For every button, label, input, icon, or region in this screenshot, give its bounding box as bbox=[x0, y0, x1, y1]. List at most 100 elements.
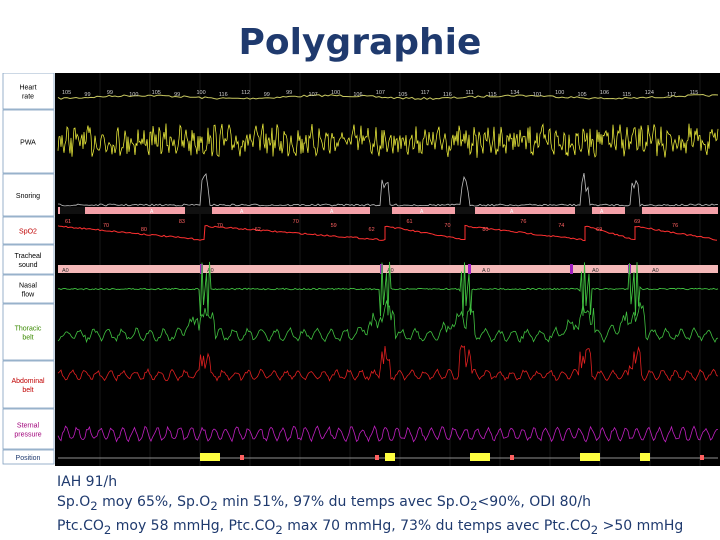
channel-label-abdominal-belt: belt bbox=[22, 387, 33, 394]
label-box-spo2 bbox=[2, 216, 55, 245]
spo2-value: 69 bbox=[596, 227, 602, 233]
channel-label-sternal-pressure: pressure bbox=[14, 432, 41, 439]
page-title: Polygraphie bbox=[238, 22, 482, 63]
spo2-value: 70 bbox=[444, 223, 450, 229]
heart-rate-value: 117 bbox=[421, 90, 430, 96]
event-label: A bbox=[240, 209, 244, 215]
heart-rate-value: 117 bbox=[667, 92, 676, 98]
heart-rate-value: 107 bbox=[376, 90, 385, 96]
heart-rate-value: 99 bbox=[174, 92, 180, 98]
heart-rate-value: 105 bbox=[152, 90, 161, 96]
label-box-nasal-flow bbox=[2, 274, 55, 304]
channel-label-thoracic-belt: belt bbox=[22, 335, 33, 342]
heart-rate-value: 99 bbox=[264, 92, 270, 98]
stats-line-spo2: Sp.O2 moy 65%, Sp.O2 min 51%, 97% du tem… bbox=[57, 494, 592, 513]
heart-rate-value: 105 bbox=[398, 92, 407, 98]
event-gap bbox=[455, 207, 475, 214]
position-block bbox=[640, 453, 650, 461]
spo2-value: 80 bbox=[482, 227, 488, 233]
channel-label-tracheal-sound: sound bbox=[18, 262, 37, 269]
sternal-pressure-trace bbox=[57, 425, 719, 443]
label-box-heart-rate bbox=[2, 73, 55, 110]
spo2-value: 83 bbox=[179, 219, 185, 225]
channel-label-abdominal-belt: Abdominal bbox=[11, 378, 45, 385]
label-box-tracheal-sound bbox=[2, 244, 55, 275]
position-marker bbox=[700, 455, 704, 460]
heart-rate-value: 124 bbox=[645, 90, 654, 96]
tracheal-label: A0 bbox=[592, 268, 599, 274]
heart-rate-value: 101 bbox=[533, 92, 542, 98]
channel-label-nasal-flow: Nasal bbox=[19, 283, 37, 290]
channel-label-nasal-flow: flow bbox=[22, 292, 35, 299]
heart-rate-value: 106 bbox=[353, 92, 362, 98]
tracheal-label: A0 bbox=[652, 268, 659, 274]
heart-rate-value: 99 bbox=[107, 90, 113, 96]
spo2-value: 70 bbox=[293, 219, 299, 225]
heart-rate-value: 116 bbox=[219, 92, 228, 98]
heart-rate-value: 105 bbox=[578, 92, 587, 98]
position-marker bbox=[510, 455, 514, 460]
heart-rate-value: 115 bbox=[622, 92, 631, 98]
heart-rate-value: 115 bbox=[488, 92, 497, 98]
heart-rate-value: 115 bbox=[690, 90, 699, 96]
channel-label-snoring: Snoring bbox=[16, 193, 40, 200]
label-box-snoring bbox=[2, 173, 55, 217]
channel-label-sternal-pressure: Sternal bbox=[17, 423, 40, 430]
event-gap bbox=[60, 207, 85, 214]
tracheal-label: A0 bbox=[62, 268, 69, 274]
event-gap bbox=[625, 207, 642, 214]
event-gap bbox=[370, 207, 392, 214]
channel-label-heart-rate: Heart bbox=[19, 85, 36, 92]
position-block bbox=[470, 453, 490, 461]
heart-rate-value: 100 bbox=[331, 90, 340, 96]
event-label: A bbox=[420, 209, 424, 215]
spo2-value: 61 bbox=[406, 219, 412, 225]
nasal-flow-trace bbox=[57, 261, 719, 317]
event-gap bbox=[575, 207, 592, 214]
channel-label-thoracic-belt: Thoracic bbox=[15, 326, 42, 333]
stats-line-iah: IAH 91/h bbox=[57, 474, 118, 490]
channel-label-spo2: SpO2 bbox=[19, 229, 37, 236]
label-box-thoracic-belt bbox=[2, 303, 55, 361]
event-label: A bbox=[600, 209, 604, 215]
pwa-trace bbox=[57, 123, 719, 158]
event-label: A bbox=[330, 209, 334, 215]
spo2-value: 76 bbox=[520, 219, 526, 225]
position-marker bbox=[375, 455, 379, 460]
heart-rate-value: 105 bbox=[62, 90, 71, 96]
event-label: A bbox=[510, 209, 514, 215]
channel-label-pwa: PWA bbox=[20, 140, 36, 147]
tracheal-marker bbox=[468, 264, 471, 274]
spo2-value: 70 bbox=[217, 223, 223, 229]
event-label: A bbox=[150, 209, 154, 215]
position-block bbox=[580, 453, 600, 461]
heart-rate-trace bbox=[57, 93, 719, 100]
channel-label-heart-rate: rate bbox=[22, 94, 34, 101]
heart-rate-value: 106 bbox=[600, 90, 609, 96]
heart-rate-value: 116 bbox=[443, 92, 452, 98]
spo2-value: 74 bbox=[558, 223, 564, 229]
heart-rate-value: 99 bbox=[286, 90, 292, 96]
abdominal-belt-trace bbox=[57, 344, 719, 382]
heart-rate-value: 100 bbox=[196, 90, 205, 96]
spo2-value: 69 bbox=[634, 219, 640, 225]
label-box-abdominal-belt bbox=[2, 360, 55, 409]
spo2-trace bbox=[57, 224, 718, 242]
label-box-position bbox=[2, 449, 55, 465]
spo2-value: 62 bbox=[255, 227, 261, 233]
event-gap bbox=[185, 207, 212, 214]
heart-rate-value: 99 bbox=[84, 92, 90, 98]
position-block bbox=[385, 453, 395, 461]
heart-rate-value: 111 bbox=[465, 90, 473, 96]
heart-rate-value: 107 bbox=[309, 92, 318, 98]
spo2-value: 59 bbox=[331, 223, 337, 229]
spo2-value: 80 bbox=[141, 227, 147, 233]
channel-label-tracheal-sound: Tracheal bbox=[15, 253, 42, 260]
thoracic-belt-trace bbox=[57, 299, 719, 344]
stats-line-ptcco2: Ptc.CO2 moy 58 mmHg, Ptc.CO2 max 70 mmHg… bbox=[57, 517, 684, 537]
label-box-sternal-pressure bbox=[2, 408, 55, 450]
spo2-value: 70 bbox=[103, 223, 109, 229]
tracheal-label: A 0 bbox=[482, 268, 490, 274]
spo2-value: 61 bbox=[65, 219, 71, 225]
stats-block: IAH 91/h Sp.O2 moy 65%, Sp.O2 min 51%, 9… bbox=[57, 472, 683, 540]
